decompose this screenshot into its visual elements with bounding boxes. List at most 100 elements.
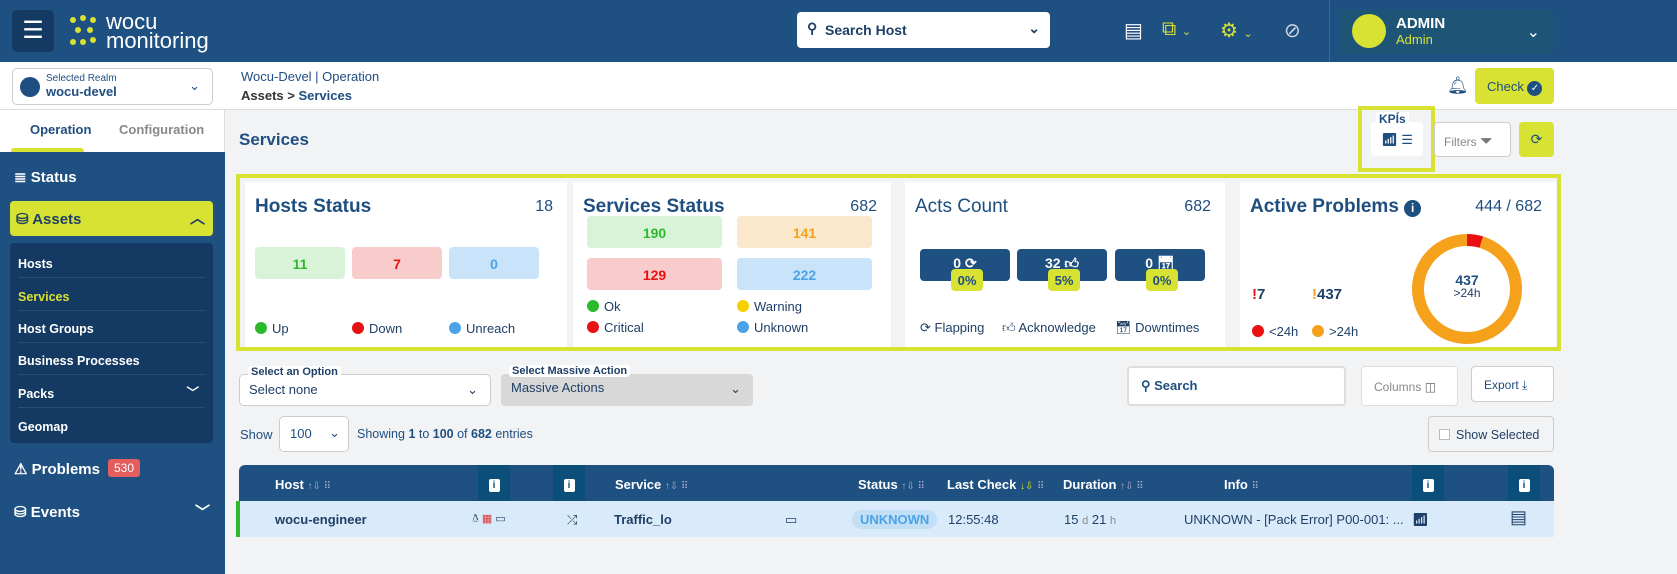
host-link[interactable]: wocu-engineer xyxy=(275,512,367,527)
refresh-button[interactable]: ⟳ xyxy=(1519,122,1554,157)
sidebar-item-packs[interactable]: Packs ﹀ xyxy=(18,376,205,408)
search-icon: ⚲ xyxy=(1141,378,1155,393)
chevron-down-icon: ⌄ xyxy=(730,381,741,396)
settings-gears-icon[interactable]: ⚙ ⌄ xyxy=(1220,20,1253,42)
filters-label: Filters xyxy=(1444,135,1477,149)
card-title: Active Problems i xyxy=(1250,196,1422,218)
kpis-toggle[interactable]: 📶︎ ☰ xyxy=(1371,122,1423,156)
legend-acknowledge: 👍︎ Acknowledge xyxy=(1002,320,1096,335)
card-total: 682 xyxy=(850,198,877,215)
export-button[interactable]: Export ⤓ xyxy=(1471,366,1554,402)
download-icon: ⤓ xyxy=(1522,378,1528,392)
host-info-column[interactable]: i xyxy=(478,465,510,501)
export-label: Export xyxy=(1484,378,1519,392)
select-option-dropdown[interactable]: Select an Option Select none ⌄ xyxy=(239,366,491,406)
hosts-unreach-count[interactable]: 0 xyxy=(449,247,539,279)
table-search-input[interactable]: ⚲ Search xyxy=(1127,366,1346,406)
logo-text: wocu xyxy=(106,9,158,34)
legend-up: Up xyxy=(255,321,289,336)
problems-donut-chart xyxy=(1412,234,1522,344)
table-row[interactable]: wocu-engineer 🐧︎ ▦ ▭ ⤮ Traffic_lo ▭ UNKN… xyxy=(236,501,1554,537)
service-link[interactable]: Traffic_lo xyxy=(614,512,672,527)
kpi-panel: Hosts Status 18 11 7 0 Up Down Unreach S… xyxy=(236,174,1561,351)
field-label: Select an Option xyxy=(248,366,341,378)
divider xyxy=(1329,0,1330,62)
detail-window-icon[interactable]: ▤ xyxy=(1510,507,1528,527)
services-critical-count[interactable]: 129 xyxy=(587,258,722,290)
column-host[interactable]: Host ↑⇩ ⠿ xyxy=(275,477,331,492)
service-info-column[interactable]: i xyxy=(553,465,585,501)
check-button[interactable]: Check ✓ xyxy=(1475,68,1554,104)
column-service[interactable]: Service ↑⇩ ⠿ xyxy=(615,477,689,492)
user-role: Admin xyxy=(1396,32,1433,47)
tab-operation[interactable]: Operation xyxy=(30,122,92,137)
chart-icon[interactable]: 📶︎ xyxy=(1381,132,1398,147)
column-info[interactable]: Info ⠿ xyxy=(1224,477,1259,492)
sidebar-item-host-groups[interactable]: Host Groups xyxy=(18,311,205,343)
donut-slice-gt24h[interactable] xyxy=(1412,234,1522,344)
problems-lt24h[interactable]: !7 xyxy=(1252,286,1266,303)
hosts-down-count[interactable]: 7 xyxy=(352,247,442,279)
sidebar-item-business-processes[interactable]: Business Processes xyxy=(18,343,205,375)
hamburger-menu-button[interactable]: ☰ xyxy=(12,10,54,52)
graph-icon[interactable]: 📶︎ xyxy=(1412,512,1429,527)
checkbox[interactable] xyxy=(1439,429,1450,440)
hosts-up-count[interactable]: 11 xyxy=(255,247,345,279)
refresh-icon: ⟳ xyxy=(964,255,977,271)
services-warning-count[interactable]: 141 xyxy=(737,216,872,248)
book-icon[interactable]: ▤ xyxy=(1124,20,1143,42)
sidebar-tabs xyxy=(0,110,225,152)
info-icon[interactable]: i xyxy=(1404,200,1422,217)
external-link-icon[interactable]: ⧉ ⌄ xyxy=(1162,18,1192,40)
subheader xyxy=(0,62,1677,110)
legend-flapping: ⟳ Flapping xyxy=(920,320,985,335)
sidebar-item-events[interactable]: ⛁ Events ﹀ xyxy=(14,503,210,521)
sidebar-item-label: Problems xyxy=(31,461,100,478)
list-icon[interactable]: ☰ xyxy=(1401,132,1413,147)
legend-warning: Warning xyxy=(737,299,802,314)
calendar-x-icon: 📅︎ xyxy=(1156,255,1175,271)
column-duration[interactable]: Duration ↑⇩ ⠿ xyxy=(1063,477,1144,492)
last-check: 12:55:48 xyxy=(948,512,999,527)
column-last-check[interactable]: Last Check ↓⇩ ⠿ xyxy=(947,477,1045,492)
info-icon: i xyxy=(1518,479,1530,492)
breadcrumb-sep: > xyxy=(283,88,299,103)
sync-disabled-icon[interactable]: ⊘ xyxy=(1284,20,1301,42)
sidebar-item-geomap[interactable]: Geomap xyxy=(18,420,69,434)
device-icon: ▭ xyxy=(495,513,506,525)
logo[interactable]: wocu monitoring xyxy=(68,9,209,53)
user-name: ADMIN xyxy=(1396,15,1446,32)
breadcrumb-section[interactable]: Assets xyxy=(241,88,284,103)
firewall-icon: ▦ xyxy=(481,513,493,525)
graph-info-column[interactable]: i xyxy=(1412,465,1444,501)
actions-info-column[interactable]: i xyxy=(1508,465,1540,501)
page-size-select[interactable]: 100 ⌄ xyxy=(279,416,349,452)
donut-center-label: 437 >24h xyxy=(1453,272,1481,300)
column-status[interactable]: Status ↑⇩ ⠿ xyxy=(858,477,925,492)
user-menu[interactable]: ADMIN Admin ⌄ xyxy=(1340,10,1554,54)
show-selected-toggle[interactable]: Show Selected xyxy=(1428,416,1554,452)
tab-configuration[interactable]: Configuration xyxy=(119,122,205,137)
chevron-down-icon: ⌄ xyxy=(1526,24,1540,41)
sidebar-item-status[interactable]: ≣ Status xyxy=(14,168,77,186)
sidebar-item-assets[interactable]: ⛁ Assets ︿ xyxy=(10,201,213,236)
filters-button[interactable]: Filters ⏷ xyxy=(1434,122,1511,157)
massive-action-dropdown[interactable]: Select Massive Action Massive Actions ⌄ xyxy=(501,365,753,406)
logo-text: monitoring xyxy=(106,28,209,53)
realm-label: Selected Realm xyxy=(46,73,117,84)
realm-selector[interactable]: Selected Realm wocu-devel ⌄ xyxy=(12,68,213,105)
linux-icon: 🐧︎ xyxy=(472,513,479,525)
services-ok-count[interactable]: 190 xyxy=(587,216,722,248)
realm-value: wocu-devel xyxy=(46,84,117,99)
problems-gt24h[interactable]: !437 xyxy=(1312,286,1343,303)
device-icon: ▭ xyxy=(785,512,798,527)
donut-slice-lt24h[interactable] xyxy=(1466,234,1484,248)
search-host-input[interactable]: ⚲ Search Host ⌄ xyxy=(797,12,1050,48)
services-status-card: Services Status 682 190 141 129 222 Ok W… xyxy=(573,182,891,347)
columns-button[interactable]: Columns ◫ xyxy=(1361,366,1458,406)
sidebar-item-services[interactable]: Services xyxy=(18,279,205,311)
sidebar-item-hosts[interactable]: Hosts xyxy=(18,246,205,278)
sidebar-item-problems[interactable]: ⚠ Problems xyxy=(14,460,100,478)
bell-icon[interactable]: 🔔︎ xyxy=(1447,76,1469,95)
services-unknown-count[interactable]: 222 xyxy=(737,258,872,290)
